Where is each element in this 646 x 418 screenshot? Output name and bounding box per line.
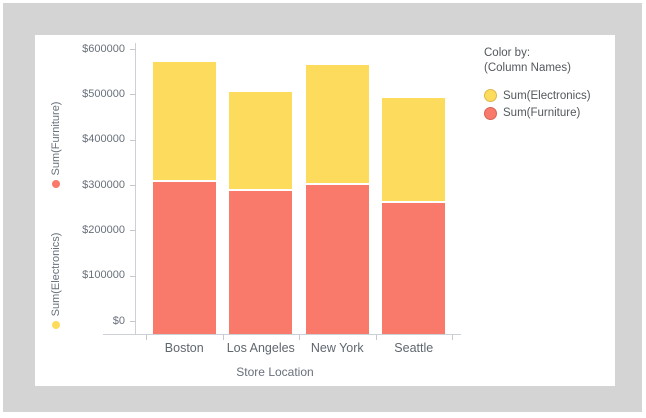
x-tick xyxy=(452,335,453,340)
y-tick-label: $0 xyxy=(112,314,125,327)
x-tick xyxy=(146,335,147,340)
chart-panel: Sum(Furniture) Sum(Electronics) $600000 $… xyxy=(35,35,615,386)
legend-item-sum-electronics-[interactable]: Sum(Electronics) xyxy=(484,87,591,104)
bar-new-york-Sum(Electronics)[interactable] xyxy=(305,64,369,183)
y-tick xyxy=(130,185,136,186)
x-category-label: Los Angeles xyxy=(226,341,295,355)
plot-area: $600000 $500000 $400000 $300000 $200000 $1000… xyxy=(35,35,495,386)
legend-item-label: Sum(Furniture) xyxy=(503,107,581,119)
legend-item-sum-furniture-[interactable]: Sum(Furniture) xyxy=(484,105,580,122)
x-axis-title[interactable]: Store Location xyxy=(236,365,314,379)
furniture-swatch-icon xyxy=(484,106,497,120)
y-tick-label: $400000 xyxy=(82,133,125,146)
x-category-label: Boston xyxy=(164,341,204,355)
x-category-label: Seattle xyxy=(394,341,434,355)
bar-new-york-Sum(Furniture)[interactable] xyxy=(305,185,369,334)
y-tick-label: $500000 xyxy=(82,87,125,100)
x-tick xyxy=(375,335,377,340)
y-tick-label: $300000 xyxy=(82,178,125,191)
y-tick xyxy=(130,321,136,322)
y-tick xyxy=(130,94,136,96)
y-tick xyxy=(130,230,136,232)
legend-subtitle: (Column Names) xyxy=(484,62,571,74)
bar-boston-Sum(Electronics)[interactable] xyxy=(152,62,216,181)
y-tick-label: $200000 xyxy=(82,223,125,236)
bar-seattle-Sum(Electronics)[interactable] xyxy=(382,97,446,202)
x-tick xyxy=(222,335,224,340)
electronics-swatch-icon xyxy=(484,89,497,102)
bar-los-angeles-Sum(Electronics)[interactable] xyxy=(229,91,293,190)
y-tick xyxy=(130,275,136,277)
x-category-label: New York xyxy=(310,341,364,355)
y-tick xyxy=(130,49,136,50)
y-tick-label: $100000 xyxy=(82,269,125,282)
y-tick-label: $600000 xyxy=(82,42,125,55)
y-axis-line xyxy=(135,43,136,334)
x-tick xyxy=(299,335,300,340)
bar-boston-Sum(Furniture)[interactable] xyxy=(152,182,216,334)
x-axis-line xyxy=(103,334,461,335)
bar-los-angeles-Sum(Furniture)[interactable] xyxy=(229,191,293,334)
legend-title: Color by: xyxy=(484,47,531,59)
legend-item-label: Sum(Electronics) xyxy=(503,89,591,102)
y-tick xyxy=(130,139,136,141)
bar-seattle-Sum(Furniture)[interactable] xyxy=(382,203,446,334)
window-background: Sum(Furniture) Sum(Electronics) $600000 $… xyxy=(3,3,642,412)
